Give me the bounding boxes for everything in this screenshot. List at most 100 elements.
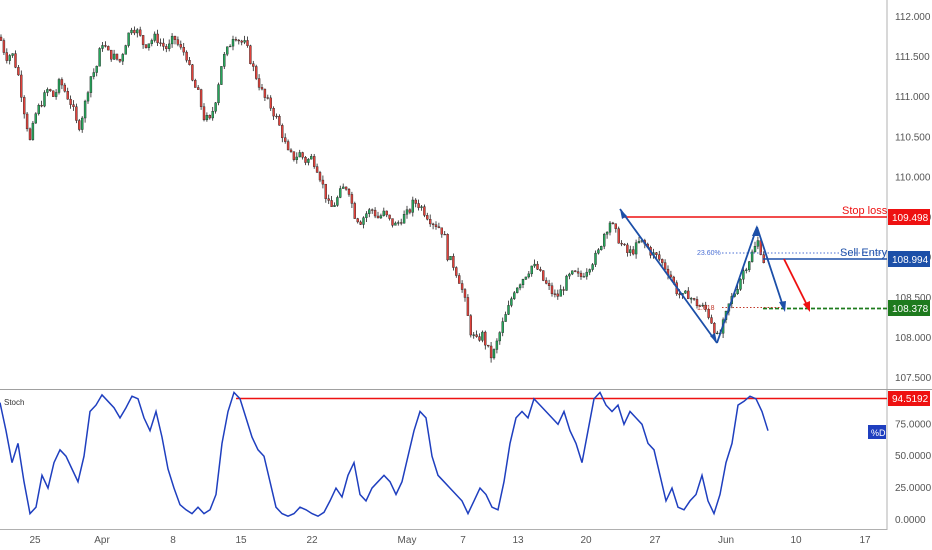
candle bbox=[130, 27, 133, 35]
candle bbox=[460, 280, 464, 293]
candle bbox=[315, 163, 319, 173]
candle bbox=[614, 223, 617, 233]
candle bbox=[278, 114, 281, 126]
candle bbox=[591, 263, 594, 272]
candle bbox=[695, 296, 699, 309]
candle bbox=[269, 95, 272, 111]
candle bbox=[466, 294, 470, 316]
candle bbox=[620, 240, 623, 247]
candle bbox=[371, 208, 374, 214]
down-arrow-red bbox=[783, 258, 810, 312]
candle bbox=[202, 103, 206, 122]
candle bbox=[225, 46, 229, 57]
candle bbox=[484, 330, 487, 350]
candle bbox=[318, 170, 322, 183]
candle bbox=[487, 344, 490, 348]
candle bbox=[756, 236, 760, 250]
candle bbox=[138, 26, 142, 37]
candle bbox=[272, 106, 275, 121]
candle bbox=[173, 35, 177, 45]
candle bbox=[257, 74, 261, 91]
candle bbox=[576, 267, 580, 277]
time-tick-label: 22 bbox=[306, 535, 318, 546]
candle bbox=[63, 82, 66, 93]
candle bbox=[141, 34, 145, 49]
candle bbox=[313, 153, 316, 169]
candle bbox=[194, 78, 197, 88]
candle bbox=[92, 68, 96, 80]
candle bbox=[495, 338, 499, 354]
stoch-axis-ticks: 75.0000 50.0000 25.0000 0.0000 bbox=[895, 419, 932, 526]
candle bbox=[362, 216, 365, 229]
candle bbox=[426, 212, 429, 221]
candle bbox=[8, 54, 11, 65]
stoch-tick-label: 50.0000 bbox=[895, 451, 932, 462]
candle bbox=[5, 48, 9, 64]
svg-text:108.994: 108.994 bbox=[892, 255, 929, 266]
candle bbox=[562, 286, 565, 296]
candle bbox=[301, 151, 304, 160]
candle bbox=[417, 199, 420, 211]
candle bbox=[565, 274, 568, 291]
candle bbox=[750, 249, 754, 263]
candle bbox=[504, 311, 507, 322]
candle bbox=[307, 158, 310, 166]
candle bbox=[263, 88, 267, 102]
candle bbox=[31, 120, 35, 141]
candle bbox=[60, 77, 64, 90]
candle bbox=[179, 40, 183, 50]
candle bbox=[545, 277, 548, 285]
candle bbox=[112, 49, 116, 60]
candle bbox=[397, 220, 400, 226]
candle bbox=[252, 60, 255, 72]
candle bbox=[574, 270, 577, 273]
candle bbox=[109, 49, 113, 62]
candle bbox=[304, 156, 307, 166]
time-tick-label: 27 bbox=[649, 535, 661, 546]
candle bbox=[246, 36, 249, 48]
candle bbox=[516, 287, 519, 294]
candle bbox=[336, 195, 339, 207]
price-tick-label: 107.500 bbox=[895, 373, 932, 384]
candle bbox=[217, 82, 220, 106]
trade-drawing: Stop loss Sell Entry 23.60% 1.618 bbox=[619, 205, 888, 344]
candle bbox=[220, 66, 223, 85]
candle bbox=[205, 112, 209, 122]
candle bbox=[98, 47, 101, 67]
sell-entry-label: Sell Entry bbox=[840, 247, 888, 259]
candle bbox=[669, 270, 673, 280]
candle bbox=[603, 232, 606, 250]
candle bbox=[333, 202, 336, 208]
candle bbox=[353, 201, 356, 219]
time-tick-label: 20 bbox=[580, 535, 592, 546]
candle bbox=[107, 45, 110, 51]
candle bbox=[368, 207, 371, 218]
candle bbox=[356, 217, 359, 224]
candle bbox=[49, 88, 52, 92]
candle bbox=[231, 35, 235, 51]
candle bbox=[559, 284, 562, 297]
candle bbox=[298, 149, 301, 158]
candle bbox=[266, 94, 269, 100]
candle bbox=[136, 28, 139, 38]
candle bbox=[626, 242, 629, 257]
candle bbox=[237, 39, 241, 45]
candle bbox=[629, 245, 632, 257]
time-tick-label: May bbox=[398, 535, 417, 546]
candle bbox=[608, 221, 612, 236]
candle bbox=[40, 100, 43, 108]
time-tick-label: 10 bbox=[790, 535, 802, 546]
time-tick-label: Jun bbox=[718, 535, 734, 546]
candle bbox=[429, 214, 432, 227]
candle bbox=[324, 183, 327, 203]
take-profit-tag: 108.378 bbox=[888, 300, 930, 316]
price-axis-ticks: 112.000111.500111.000110.500110.000109.5… bbox=[895, 12, 932, 384]
candle bbox=[431, 222, 435, 230]
candle bbox=[89, 76, 93, 98]
candle bbox=[23, 95, 26, 119]
candle bbox=[585, 268, 588, 280]
candle bbox=[533, 259, 536, 268]
candle bbox=[423, 204, 426, 218]
candle bbox=[214, 102, 217, 114]
candle bbox=[518, 283, 522, 291]
